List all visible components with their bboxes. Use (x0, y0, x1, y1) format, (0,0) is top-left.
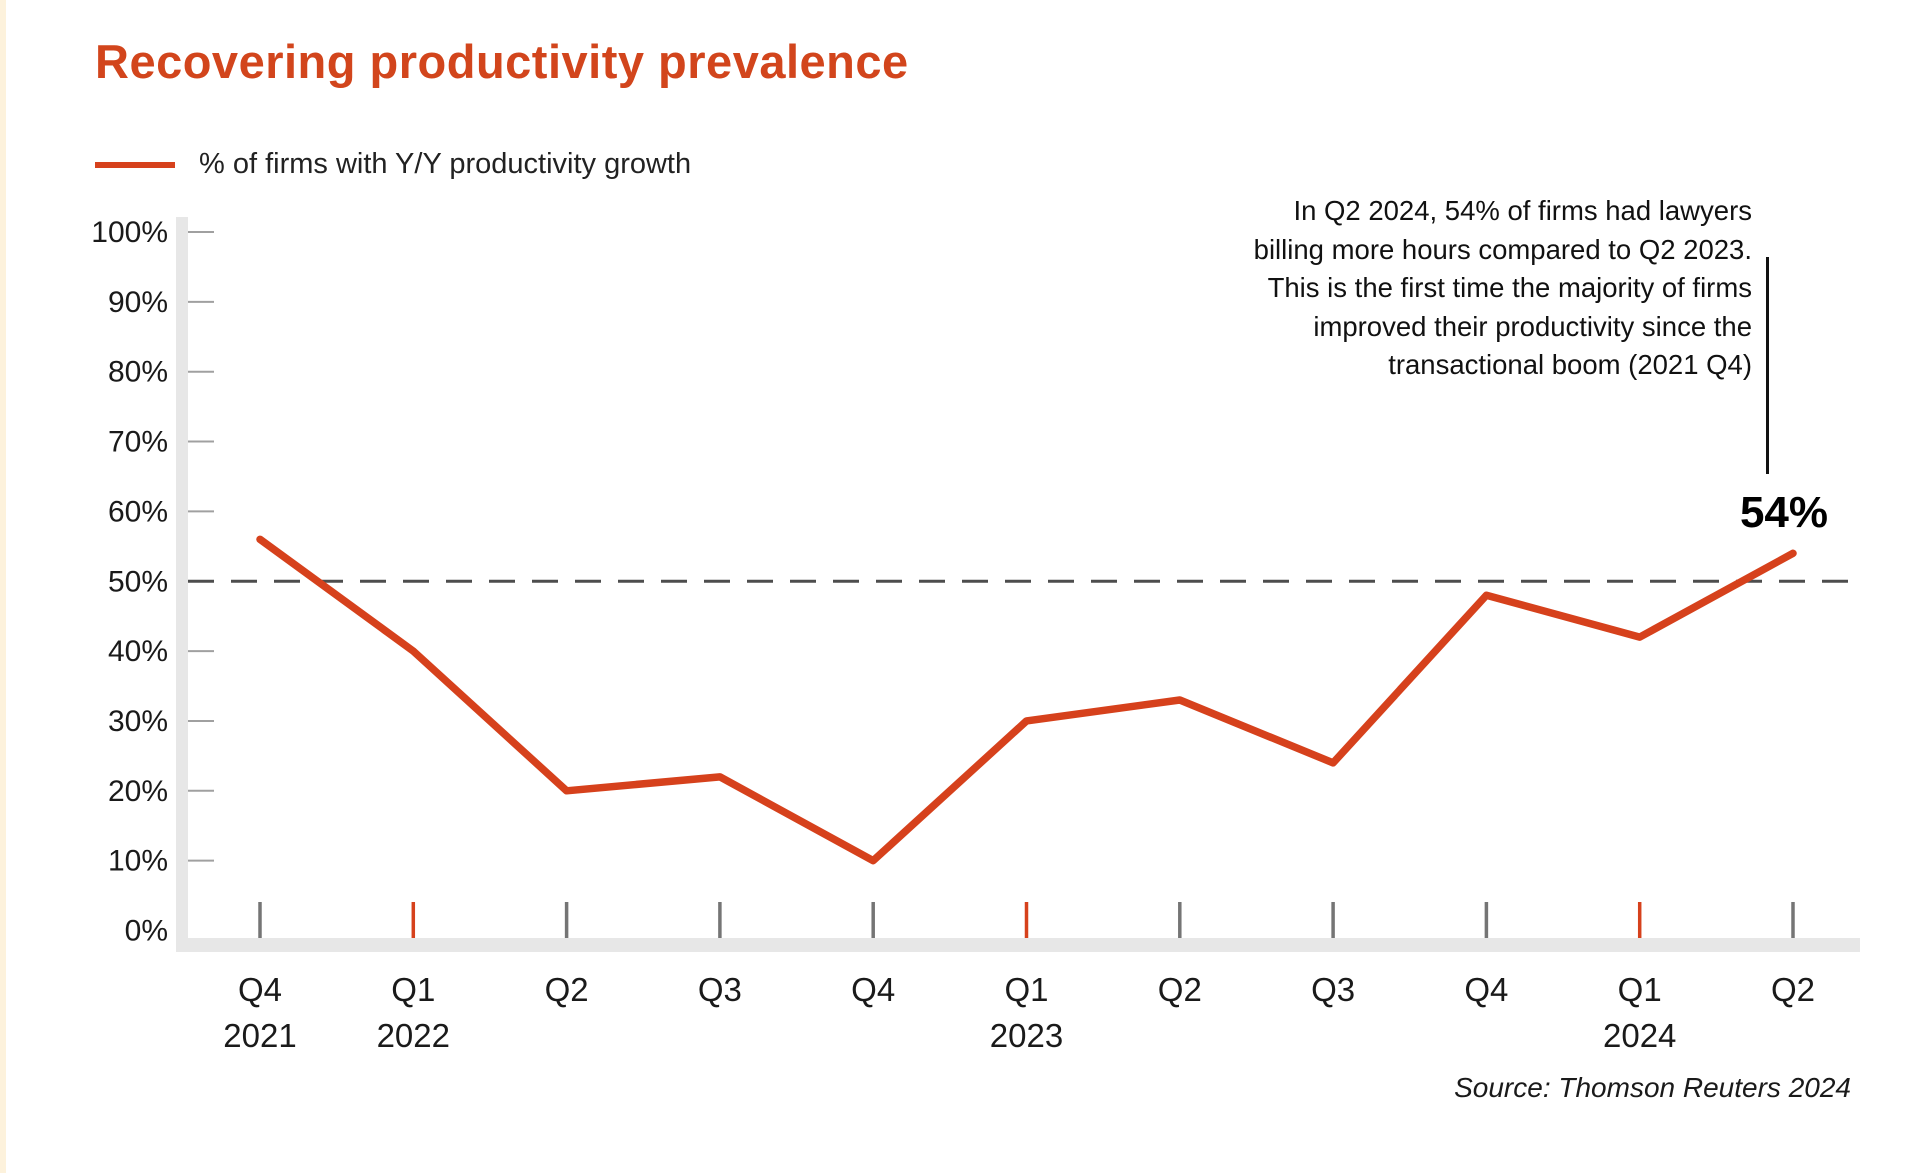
annotation-vertical-rule (1766, 257, 1769, 474)
x-axis-label: Q4 (238, 971, 282, 1008)
x-axis-label: Q1 (1618, 971, 1662, 1008)
annotation-text: In Q2 2024, 54% of firms had lawyers bil… (1254, 192, 1752, 385)
x-axis-label: Q3 (1311, 971, 1355, 1008)
legend: % of firms with Y/Y productivity growth (95, 148, 691, 181)
x-axis-label: Q3 (698, 971, 742, 1008)
left-edge-strip (0, 0, 6, 1173)
y-axis-bar (176, 217, 188, 952)
annotation-line: improved their productivity since the (1313, 310, 1752, 342)
x-axis-baseline (176, 938, 1860, 952)
annotation-line: In Q2 2024, 54% of firms had lawyers (1293, 195, 1752, 226)
x-axis-label: Q1 (391, 971, 435, 1008)
x-axis-label: Q2 (1771, 971, 1815, 1008)
latest-value-label: 54% (1739, 488, 1829, 537)
y-axis-label: 30% (108, 705, 168, 738)
x-axis-label: Q2 (1158, 971, 1202, 1008)
source-text: Source: Thomson Reuters 2024 (1454, 1072, 1851, 1103)
x-axis-label: Q1 (1004, 971, 1048, 1008)
y-axis-label: 80% (108, 356, 168, 389)
y-axis-label: 40% (108, 635, 168, 668)
y-axis-label: 10% (108, 845, 168, 878)
x-axis-year-label: 2023 (990, 1017, 1063, 1054)
y-axis-label: 90% (108, 286, 168, 319)
y-axis-label: 100% (91, 216, 168, 249)
x-axis-label: Q4 (1464, 971, 1508, 1008)
x-axis-year-label: 2022 (377, 1017, 450, 1054)
legend-label: % of firms with Y/Y productivity growth (199, 148, 692, 180)
chart-title: Recovering productivity prevalence (95, 35, 909, 88)
y-axis-label: 60% (108, 495, 168, 528)
y-axis-label: 50% (108, 565, 168, 598)
x-axis-label: Q2 (545, 971, 589, 1008)
annotation-line: transactional boom (2021 Q4) (1388, 349, 1752, 380)
y-axis-label: 0% (125, 915, 168, 948)
x-axis-label: Q4 (851, 971, 895, 1008)
legend-line-swatch (95, 161, 175, 168)
trend-line (256, 535, 1797, 865)
y-axis-label: 70% (108, 426, 168, 459)
annotation-line: This is the first time the majority of f… (1267, 272, 1752, 303)
y-axis-label: 20% (108, 775, 168, 808)
x-axis-year-label: 2024 (1603, 1017, 1676, 1054)
x-axis-year-label: 2021 (223, 1017, 296, 1054)
annotation-line: billing more hours compared to Q2 2023. (1253, 233, 1752, 265)
